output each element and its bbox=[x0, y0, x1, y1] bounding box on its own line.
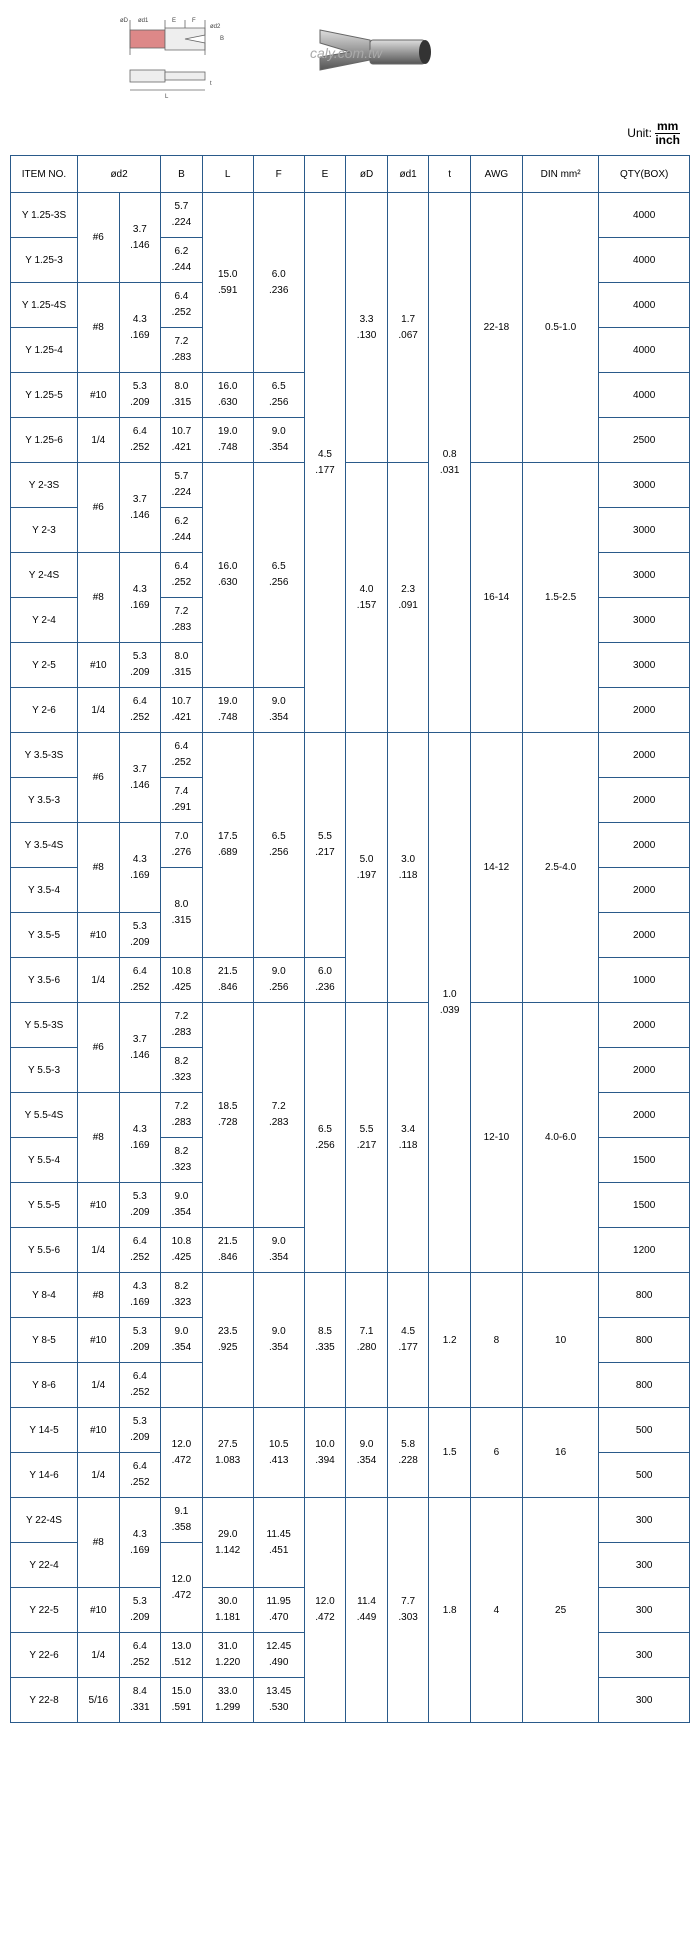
table-row: Y 1.25-3S #63.7.146 5.7.224 15.0.5916.0.… bbox=[11, 193, 690, 238]
svg-text:t: t bbox=[210, 81, 212, 87]
col-d2: ød2 bbox=[78, 156, 161, 193]
col-f: F bbox=[253, 156, 304, 193]
col-din: DIN mm² bbox=[522, 156, 598, 193]
col-e: E bbox=[304, 156, 346, 193]
table-header-row: ITEM NO. ød2 B L F E øD ød1 t AWG DIN mm… bbox=[11, 156, 690, 193]
header-images: øD ød1 E F ød2 B L t caly.com.tw bbox=[10, 10, 690, 100]
unit-label: Unit: mminch bbox=[10, 120, 690, 147]
table-row: Y 8-4 #84.3.169 8.2.323 23.5.9259.0.354 … bbox=[11, 1273, 690, 1318]
svg-text:L: L bbox=[165, 94, 169, 100]
col-d: øD bbox=[346, 156, 388, 193]
table-row: Y 5.5-3S #63.7.146 7.2.283 18.5.7287.2.2… bbox=[11, 1003, 690, 1048]
schematic-drawing: øD ød1 E F ød2 B L t bbox=[110, 10, 250, 100]
table-row: Y 22-4S #84.3.169 9.1.358 29.01.14211.45… bbox=[11, 1498, 690, 1543]
table-row: Y 2-3S #63.7.146 5.7.224 16.0.6306.5.256… bbox=[11, 463, 690, 508]
table-row: Y 3.5-3S #63.7.146 6.4.252 17.5.6896.5.2… bbox=[11, 733, 690, 778]
col-awg: AWG bbox=[470, 156, 522, 193]
svg-text:øD: øD bbox=[120, 18, 129, 24]
svg-text:B: B bbox=[220, 36, 224, 42]
svg-text:ød1: ød1 bbox=[138, 18, 149, 24]
svg-text:ød2: ød2 bbox=[210, 24, 221, 30]
svg-text:F: F bbox=[192, 18, 196, 24]
spec-table: ITEM NO. ød2 B L F E øD ød1 t AWG DIN mm… bbox=[10, 155, 690, 1723]
watermark: caly.com.tw bbox=[310, 45, 382, 61]
col-l: L bbox=[202, 156, 253, 193]
product-photo: caly.com.tw bbox=[310, 15, 460, 95]
col-item: ITEM NO. bbox=[11, 156, 78, 193]
table-row: Y 14-5 #105.3.209 12.0.472 27.51.08310.5… bbox=[11, 1408, 690, 1453]
col-d1: ød1 bbox=[387, 156, 429, 193]
col-t: t bbox=[429, 156, 471, 193]
col-qty: QTY(BOX) bbox=[599, 156, 690, 193]
svg-text:E: E bbox=[172, 18, 176, 24]
col-b: B bbox=[161, 156, 203, 193]
